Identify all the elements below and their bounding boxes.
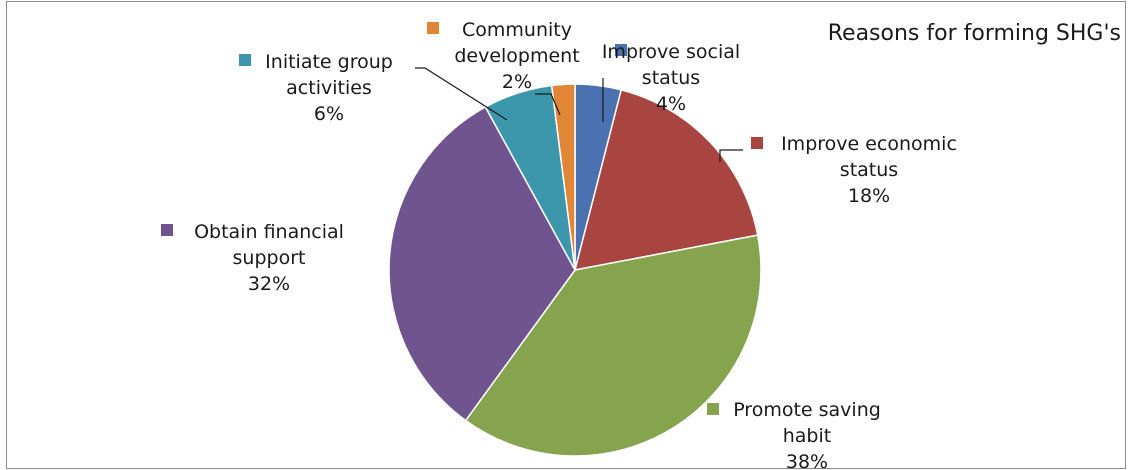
data-label-name: Improve social [602,41,740,63]
label-marker [427,22,439,34]
leader-line [719,149,743,162]
data-label-name: status [642,67,700,89]
chart-title: Reasons for forming SHG's [828,21,1121,46]
data-label-name: status [840,159,898,181]
leader-line [415,67,508,121]
label-marker [751,137,763,149]
label-marker [239,54,251,66]
data-label-name: activities [286,77,372,99]
pie-chart: Reasons for forming SHG's Improve social… [161,19,1121,470]
pie-slice-obtain-financial-support [388,105,576,422]
data-label-name: support [233,247,306,269]
label-marker [615,44,627,56]
pie-slice-improve-economic-status [573,88,759,271]
data-label-name: Promote saving [733,399,881,421]
pie-slices [388,83,762,457]
data-label-name: development [454,45,579,67]
pie-slice-community-development [550,83,576,271]
data-label-name: Initiate group [265,51,393,73]
data-label-percent: 38% [786,451,828,470]
data-label-name: Improve economic [781,133,957,155]
data-labels: Improve social status 4% Improve economic st… [161,19,957,470]
data-label-percent: 18% [848,185,890,207]
data-label-percent: 2% [502,71,532,93]
data-label-name: habit [783,425,831,447]
leader-line [535,93,561,116]
data-label-percent: 6% [314,103,344,125]
chart-frame: Reasons for forming SHG's Improve social… [6,1,1126,470]
leader-lines [415,67,743,162]
label-marker [707,403,719,415]
data-label-percent: 4% [656,93,686,115]
label-marker [161,224,173,236]
data-label-name: Obtain financial [194,221,344,243]
data-label-name: Community [462,19,572,41]
pie-slice-promote-saving-habit [464,234,762,457]
data-label-percent: 32% [248,273,290,295]
